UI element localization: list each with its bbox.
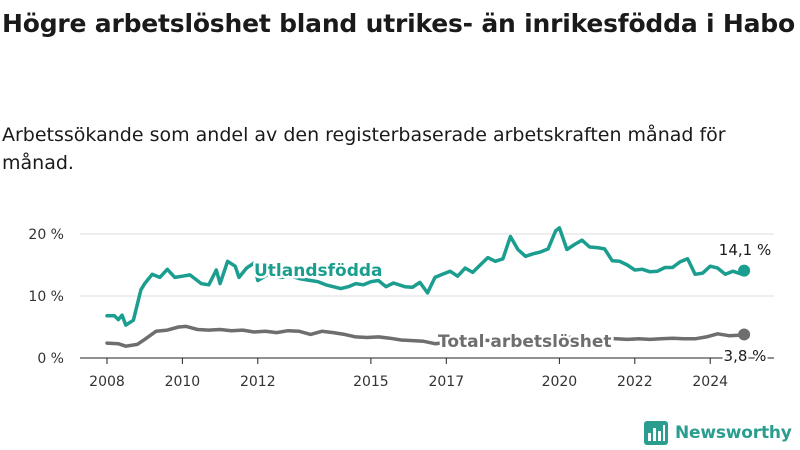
total-arbetsloshet-line	[105, 324, 746, 348]
brand-name: Newsworthy	[675, 423, 792, 443]
series-end-point	[738, 328, 751, 341]
end-value-label-total-arbetsloshet: 3,8 %	[724, 347, 767, 365]
series-end-point	[738, 264, 751, 277]
x-tick-label: 2012	[240, 374, 276, 390]
x-tick-label: 2010	[165, 374, 201, 390]
y-tick-label: 20 %	[28, 227, 64, 243]
y-tick-label: 10 %	[28, 289, 64, 305]
bar-chart-logo-icon	[644, 421, 668, 445]
chart-title: Högre arbetslöshet bland utrikes- än inr…	[2, 9, 795, 38]
x-tick-label: 2015	[353, 374, 389, 390]
x-tick-label: 2024	[692, 374, 728, 390]
x-tick-label: 2017	[428, 374, 464, 390]
series-label-utlandsfodda: Utlandsfödda	[254, 261, 383, 281]
brand-logo: Newsworthy	[644, 420, 792, 446]
x-tick-label: 2020	[542, 374, 578, 390]
end-value-label-utlandsfodda: 14,1 %	[719, 241, 771, 259]
utlandsfodda-line	[105, 226, 746, 327]
y-tick-label: 0 %	[37, 351, 64, 367]
x-tick-label: 2022	[617, 374, 653, 390]
chart-subtitle: Arbetssökande som andel av den registerb…	[2, 124, 726, 174]
x-tick-label: 2008	[89, 374, 125, 390]
series-label-total-arbetsloshet: Total arbetslöshet	[438, 332, 612, 352]
